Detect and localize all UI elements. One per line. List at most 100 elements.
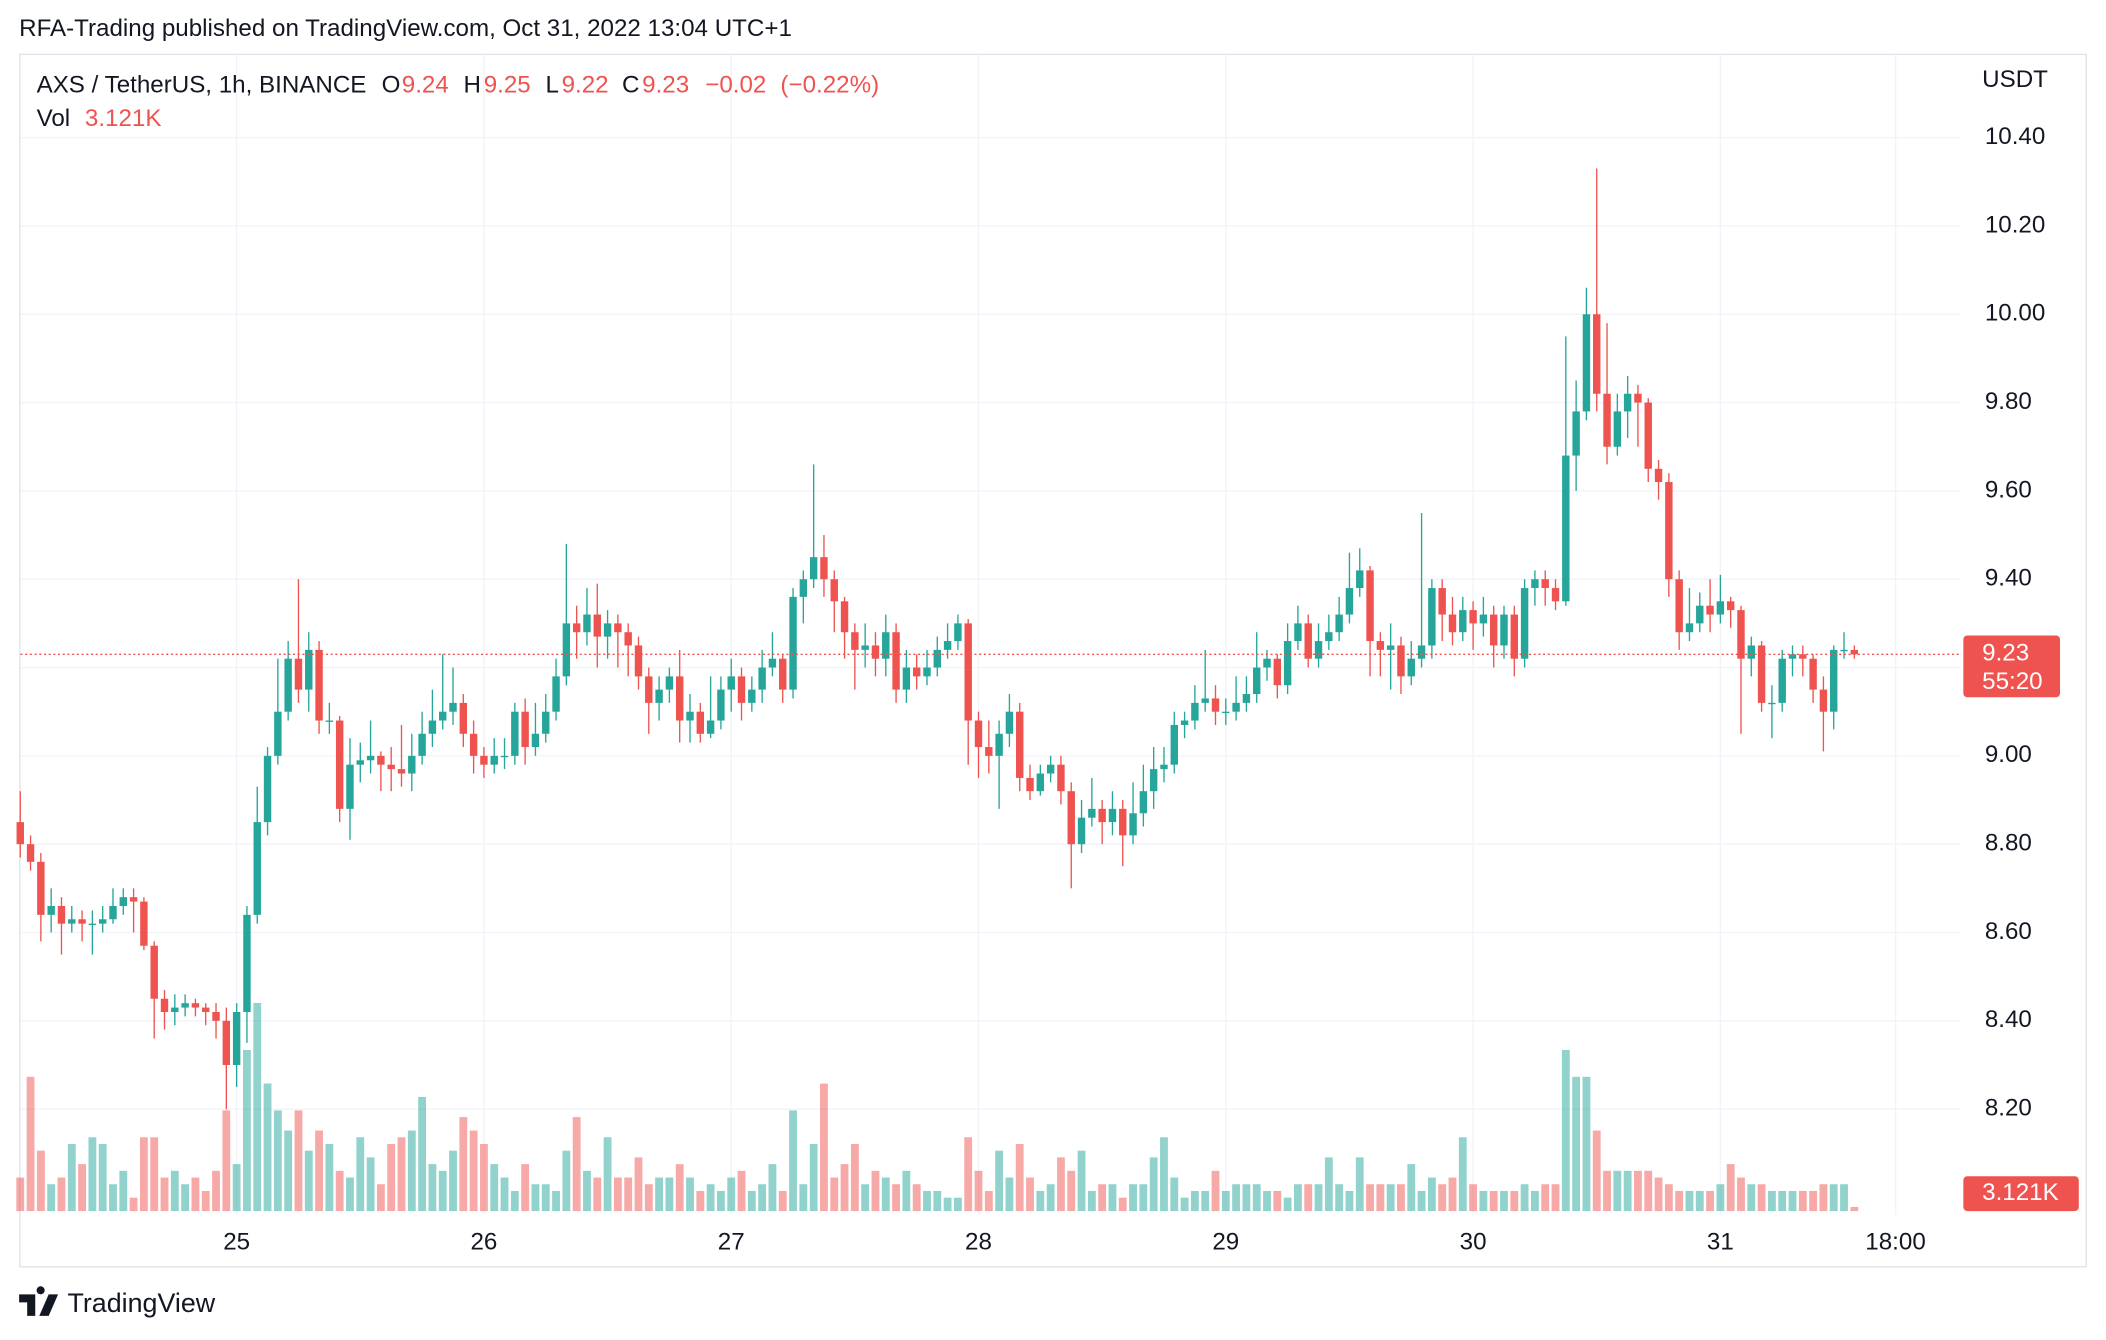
candle-body [1489, 614, 1498, 646]
volume-bar [1252, 1184, 1261, 1212]
candle-body [624, 632, 632, 646]
candle-body [263, 755, 272, 823]
candle-body [1541, 579, 1549, 589]
volume-bar [1417, 1190, 1426, 1212]
volume-bar [902, 1170, 911, 1212]
x-tick-label: 18:00 [1865, 1229, 1925, 1256]
volume-bar [1778, 1190, 1787, 1212]
candle-body [418, 733, 426, 756]
candle-body [232, 1011, 241, 1065]
candle-body [645, 676, 653, 703]
candle-body [1314, 641, 1323, 659]
volume-bar [139, 1137, 148, 1212]
candle-body [1119, 808, 1127, 836]
volume-bar [1314, 1184, 1323, 1212]
volume-bar [1129, 1184, 1137, 1212]
volume-bar [376, 1184, 385, 1212]
candle-body [1273, 658, 1282, 686]
low-key: L [545, 71, 558, 98]
volume-bar [1407, 1164, 1416, 1212]
candle-body [1160, 764, 1168, 770]
candle-body [1438, 588, 1446, 615]
volume-bar [243, 1049, 251, 1212]
candle-body [449, 702, 457, 712]
candle-body [171, 1007, 179, 1012]
volume-bar [325, 1143, 334, 1212]
low-value: 9.22 [562, 71, 609, 98]
y-tick-label: 10.20 [1985, 211, 2045, 238]
volume-bar [644, 1184, 653, 1212]
candle-body [1551, 588, 1560, 602]
candle-body [1737, 610, 1745, 659]
volume-bar [840, 1164, 849, 1212]
candle-body [366, 755, 375, 761]
volume-bar [1592, 1130, 1601, 1212]
candle-body [675, 676, 684, 721]
volume-bar [1850, 1206, 1859, 1212]
x-tick-label: 27 [718, 1229, 745, 1256]
symbol: AXS / TetherUS, 1h, BINANCE [37, 71, 367, 98]
volume-bar [634, 1157, 643, 1212]
volume-bar [67, 1143, 76, 1212]
volume-bar [1149, 1157, 1158, 1212]
volume-bar [1634, 1170, 1642, 1212]
volume-bar [953, 1197, 962, 1212]
volume-bar [799, 1184, 808, 1212]
volume-bar [830, 1177, 839, 1212]
volume-bar [1664, 1184, 1673, 1212]
volume-bar [541, 1184, 550, 1212]
volume-value: 3.121K [85, 105, 162, 132]
volume-bar [995, 1150, 1004, 1212]
close-value: 9.23 [642, 71, 689, 98]
candle-body [1407, 658, 1415, 677]
x-tick-label: 30 [1460, 1229, 1487, 1256]
volume-bar [366, 1157, 375, 1212]
candle-body [1036, 773, 1045, 792]
candle-body [1005, 711, 1014, 734]
volume-bar [1087, 1190, 1096, 1212]
brand-name: TradingView [67, 1288, 215, 1318]
volume-bar [1798, 1190, 1807, 1212]
candle-body [253, 822, 261, 915]
candle-body [1613, 411, 1622, 447]
volume-bar [1829, 1184, 1838, 1212]
candle-body [1448, 614, 1457, 633]
candle-body [1108, 808, 1117, 823]
candle-body [1191, 702, 1199, 721]
candle-body [1459, 610, 1467, 633]
candle-body [47, 906, 55, 915]
axes: 8.208.408.608.809.009.209.409.609.8010.0… [20, 123, 2079, 1256]
candle-body [882, 632, 890, 659]
volume-bar [923, 1190, 931, 1212]
candle-body [1479, 614, 1488, 624]
volume-bar [170, 1170, 179, 1212]
volume-bar [1304, 1184, 1313, 1212]
volume-bar [850, 1143, 859, 1212]
candle-body [1428, 588, 1436, 646]
candle-body [603, 623, 612, 637]
candle-body [325, 720, 334, 722]
x-tick-label: 28 [965, 1229, 992, 1256]
x-tick-label: 25 [223, 1229, 250, 1256]
candle-body [439, 711, 447, 721]
candle-body [1294, 623, 1302, 642]
candle-body [799, 579, 808, 597]
candle-body [1077, 817, 1086, 845]
candle-body [706, 720, 715, 734]
candle-body [1809, 658, 1817, 690]
candle-body [305, 649, 313, 690]
volume-bar [263, 1083, 272, 1212]
volume-bar [1613, 1170, 1622, 1212]
candle-body [1283, 641, 1292, 686]
candle-body [789, 596, 797, 690]
candle-body [830, 579, 838, 602]
y-tick-label: 10.00 [1985, 300, 2045, 327]
y-tick-label: 9.80 [1985, 388, 2032, 415]
volume-bar [181, 1184, 190, 1212]
candle-body [964, 623, 972, 721]
candle-body [490, 755, 498, 765]
candle-body [294, 658, 303, 690]
high-key: H [464, 71, 481, 98]
volume-bar [129, 1197, 138, 1212]
